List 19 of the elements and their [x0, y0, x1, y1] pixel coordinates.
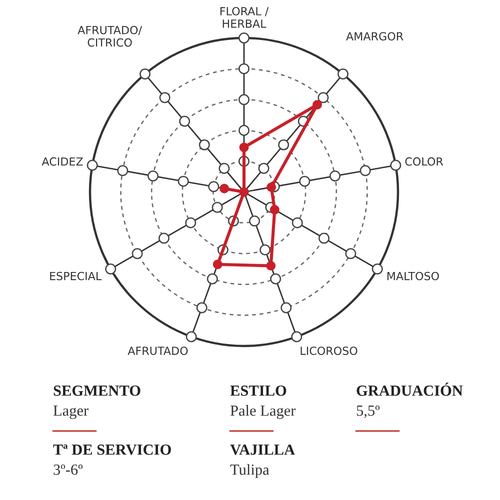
- text: Lager: [53, 406, 88, 419]
- spoke-label: AFRUTADO/ CITRICO: [78, 26, 142, 47]
- text: SEGMENTO: [54, 386, 140, 396]
- spoke-label: AFRUTADO: [128, 346, 188, 355]
- text: Tulipa: [230, 464, 270, 478]
- spoke-label: AMARGOR: [346, 32, 404, 40]
- text: ESTILO: [230, 386, 286, 396]
- text: VAJILLA: [230, 444, 295, 455]
- spoke-label: MALTOSO: [387, 272, 439, 280]
- text: GRADUACIÓN: [356, 382, 463, 396]
- text: 3º-6º: [54, 464, 83, 475]
- text: Pale Lager: [230, 405, 296, 419]
- text: Tª DE SERVICIO: [53, 444, 171, 455]
- spoke-label: LICOROSO: [300, 346, 358, 355]
- spoke-label: ESPECIAL: [50, 272, 102, 280]
- spoke-label: FLORAL / HERBAL: [220, 7, 269, 28]
- spoke-label: COLOR: [405, 157, 444, 166]
- text: 5,5º: [356, 406, 380, 418]
- spoke-label: ACIDEZ: [42, 157, 83, 166]
